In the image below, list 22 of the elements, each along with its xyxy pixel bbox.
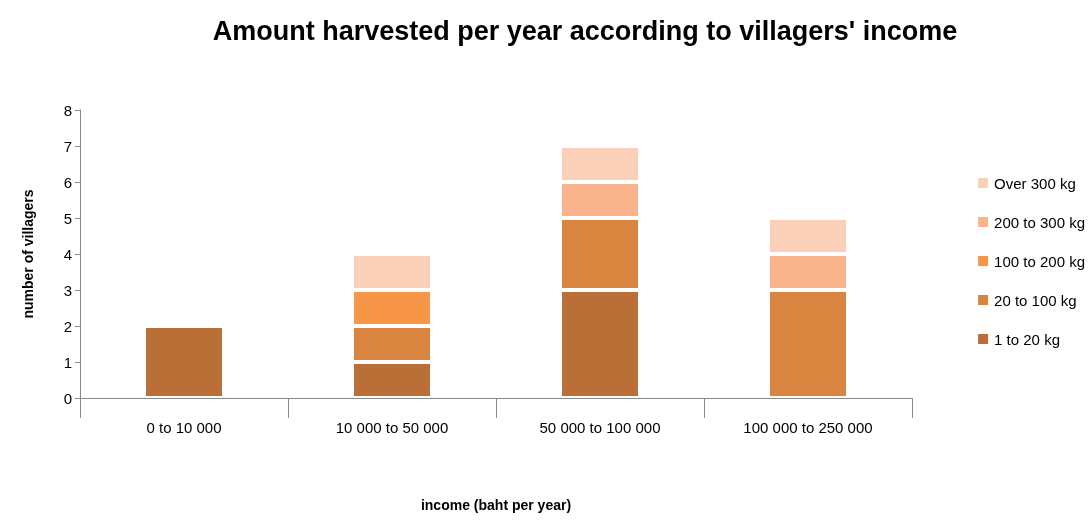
legend-label: 200 to 300 kg [994,213,1086,231]
x-tick-label: 0 to 10 000 [146,419,222,436]
x-tick-label: 100 000 to 250 000 [743,419,873,436]
y-tick-label: 0 [63,389,72,407]
y-tick-label: 3 [63,281,72,299]
y-tick-label: 5 [63,209,72,227]
x-tick-label: 10 000 to 50 000 [335,419,449,436]
y-tick-label: 8 [63,101,72,119]
x-axis-title: income (baht per year) [420,497,572,513]
legend-label: 100 to 200 kg [994,252,1086,270]
legend-label: 1 to 20 kg [994,330,1060,348]
legend-label: Over 300 kg [994,174,1076,192]
y-tick-label: 2 [63,317,72,335]
legend-label: 20 to 100 kg [994,291,1077,309]
y-tick-label: 6 [63,173,72,191]
bar [144,326,224,398]
x-tick-label: 50 000 to 100 000 [539,419,661,436]
y-tick-label: 7 [63,137,72,155]
y-tick-label: 4 [63,245,72,263]
y-axis-title: number of villagers [20,189,36,319]
chart-title: Amount harvested per year according to villagers' income [212,15,958,46]
y-tick-label: 1 [63,353,72,371]
